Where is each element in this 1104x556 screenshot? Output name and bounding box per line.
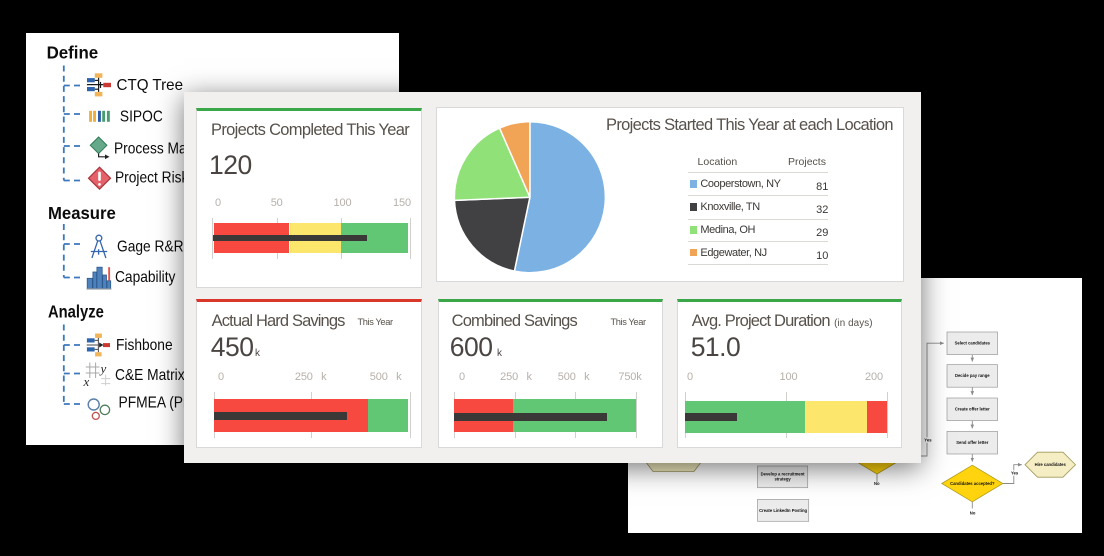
svg-text:Hire candidates: Hire candidates — [1035, 462, 1067, 467]
svg-text:Select candidates: Select candidates — [955, 341, 991, 346]
svg-text:strategy: strategy — [774, 477, 791, 482]
svg-text:Process Map: Process Map — [114, 141, 194, 158]
svg-text:Create LinkedIn Posting: Create LinkedIn Posting — [759, 508, 807, 513]
svg-text:SIPOC: SIPOC — [120, 108, 163, 125]
svg-text:Gage R&R: Gage R&R — [117, 238, 184, 255]
svg-text:y: y — [99, 361, 107, 376]
svg-text:Capability: Capability — [115, 269, 175, 286]
svg-text:Send offer letter: Send offer letter — [956, 440, 988, 445]
svg-text:Project Risk: Project Risk — [115, 170, 189, 187]
svg-text:x: x — [83, 374, 90, 389]
svg-text:Define: Define — [47, 43, 99, 63]
svg-text:Decide pay range: Decide pay range — [955, 373, 990, 378]
svg-text:No: No — [874, 481, 880, 486]
svg-text:Yes: Yes — [924, 438, 932, 443]
svg-text:Analyze: Analyze — [48, 302, 104, 322]
svg-text:Develop a recruitment: Develop a recruitment — [761, 472, 806, 477]
svg-text:Fishbone: Fishbone — [116, 337, 173, 354]
svg-text:Candidates accepted?: Candidates accepted? — [950, 481, 995, 486]
svg-text:Measure: Measure — [48, 203, 116, 223]
svg-text:Create offer letter: Create offer letter — [955, 407, 990, 412]
svg-text:CTQ Tree: CTQ Tree — [117, 77, 184, 94]
svg-text:C&E Matrix: C&E Matrix — [115, 367, 185, 384]
svg-text:Yes: Yes — [1011, 471, 1019, 476]
svg-text:No: No — [970, 511, 976, 516]
